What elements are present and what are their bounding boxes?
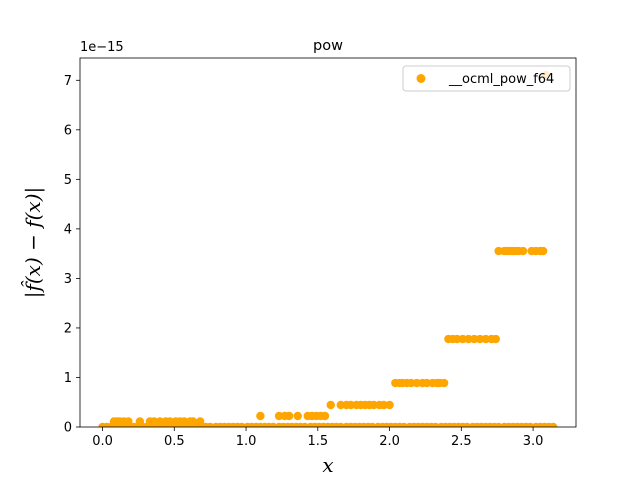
y-axis-label: |f̂(x) − f(x)| xyxy=(21,187,46,299)
data-point xyxy=(320,411,330,421)
data-point xyxy=(369,400,378,410)
data-point xyxy=(518,246,528,256)
data-point xyxy=(475,334,485,344)
y-tick-label: 5 xyxy=(64,173,72,188)
y-tick-label: 0 xyxy=(64,421,72,436)
data-point xyxy=(165,417,175,426)
x-tick-label: 2.0 xyxy=(379,434,400,449)
axes-frame xyxy=(79,57,577,428)
y-tick-label: 6 xyxy=(64,123,72,138)
x-tick-label: 2.5 xyxy=(451,434,472,449)
legend-box xyxy=(402,65,571,92)
data-point xyxy=(548,422,558,427)
data-point xyxy=(538,246,548,256)
data-point xyxy=(481,334,490,344)
y-tick-label: 7 xyxy=(64,74,72,89)
data-point xyxy=(284,411,294,421)
data-point xyxy=(195,417,205,426)
data-point xyxy=(180,417,189,426)
chart-title: pow xyxy=(313,38,343,54)
data-point xyxy=(379,400,389,410)
y-offset-text: 1e−15 xyxy=(80,40,124,55)
data-point xyxy=(155,417,165,426)
data-points xyxy=(98,70,558,427)
x-axis-ticks: 0.0 0.5 1.0 1.5 2.0 2.5 3.0 xyxy=(92,427,543,449)
data-point xyxy=(150,417,159,426)
x-tick-label: 1.0 xyxy=(236,434,257,449)
data-point xyxy=(385,400,394,410)
data-point xyxy=(256,411,265,421)
data-point xyxy=(470,334,479,344)
data-point xyxy=(494,246,503,256)
data-point xyxy=(346,400,356,410)
data-point xyxy=(458,334,467,344)
data-point xyxy=(406,378,416,388)
plot-area xyxy=(80,58,576,427)
y-tick-label: 4 xyxy=(64,222,72,237)
data-point xyxy=(326,400,335,410)
x-tick-label: 1.5 xyxy=(307,434,328,449)
data-point xyxy=(491,334,500,344)
data-point xyxy=(412,378,422,388)
data-point xyxy=(464,334,473,344)
x-tick-label: 3.0 xyxy=(523,434,544,449)
data-point xyxy=(439,378,449,388)
data-point xyxy=(452,334,462,344)
x-tick-label: 0.5 xyxy=(164,434,185,449)
data-point xyxy=(293,411,302,421)
legend: __ocml_pow_f64 xyxy=(402,65,571,92)
y-tick-label: 1 xyxy=(64,371,72,386)
legend-marker xyxy=(416,74,426,83)
y-tick-label: 2 xyxy=(64,321,72,336)
data-point xyxy=(124,417,133,426)
data-point xyxy=(135,417,145,426)
data-point xyxy=(422,378,432,388)
y-tick-label: 3 xyxy=(64,272,72,287)
x-axis-label: x xyxy=(322,453,333,477)
x-tick-label: 0.0 xyxy=(92,434,113,449)
data-point xyxy=(336,400,345,410)
data-point xyxy=(274,411,284,421)
y-axis-ticks: 0 1 2 3 4 5 6 7 xyxy=(64,74,80,436)
legend-label: __ocml_pow_f64 xyxy=(448,72,554,87)
data-point xyxy=(188,417,198,426)
